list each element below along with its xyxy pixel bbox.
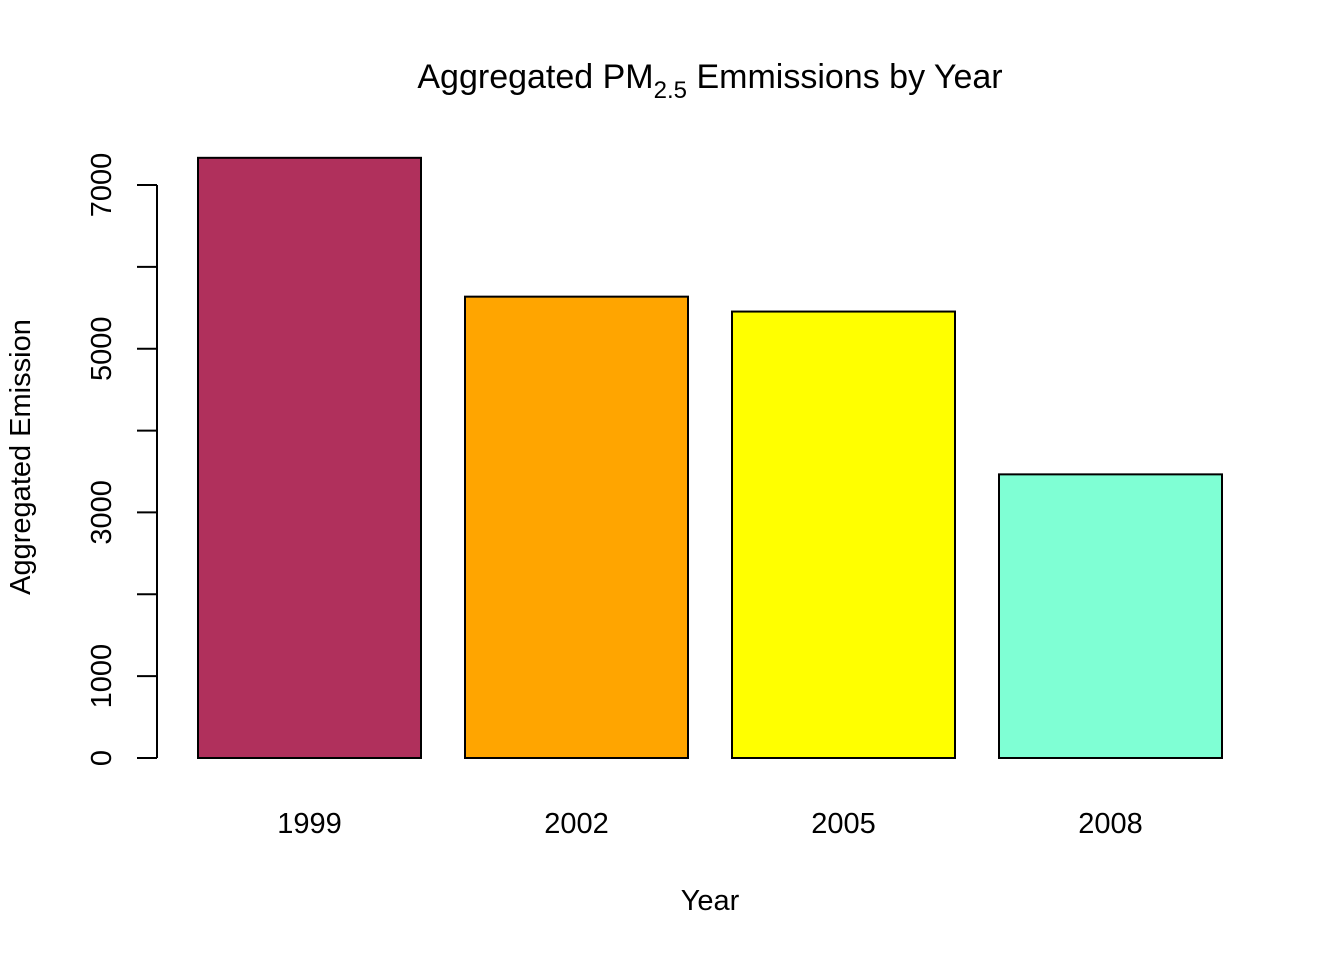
x-axis-label: Year <box>681 885 740 917</box>
bars-group <box>197 156 1223 759</box>
bar-2002 <box>464 295 689 759</box>
bar-2005 <box>731 310 956 759</box>
y-axis: 0 1000 3000 5000 7000 <box>86 153 158 766</box>
chart-title-rest: Emmissions by Year <box>687 58 1003 96</box>
chart-title-main: Aggregated PM <box>417 58 653 96</box>
x-tick-label: 2002 <box>544 808 609 840</box>
chart-title: Aggregated PM2.5 Emmissions by Year <box>417 58 1002 104</box>
bar-2008 <box>998 473 1223 759</box>
x-tick-labels: 1999 2002 2005 2008 <box>277 808 1143 840</box>
x-tick-label: 2005 <box>811 808 876 840</box>
y-tick-label: 7000 <box>86 153 118 218</box>
x-tick-label: 1999 <box>277 808 342 840</box>
bar-1999 <box>197 156 422 759</box>
x-tick-label: 2008 <box>1078 808 1143 840</box>
y-tick-label: 0 <box>86 750 118 766</box>
y-tick-label: 3000 <box>86 480 118 545</box>
chart-title-subscript: 2.5 <box>654 77 687 104</box>
y-tick-label: 1000 <box>86 644 118 709</box>
y-axis-label: Aggregated Emission <box>5 319 37 595</box>
y-tick-label: 5000 <box>86 316 118 381</box>
